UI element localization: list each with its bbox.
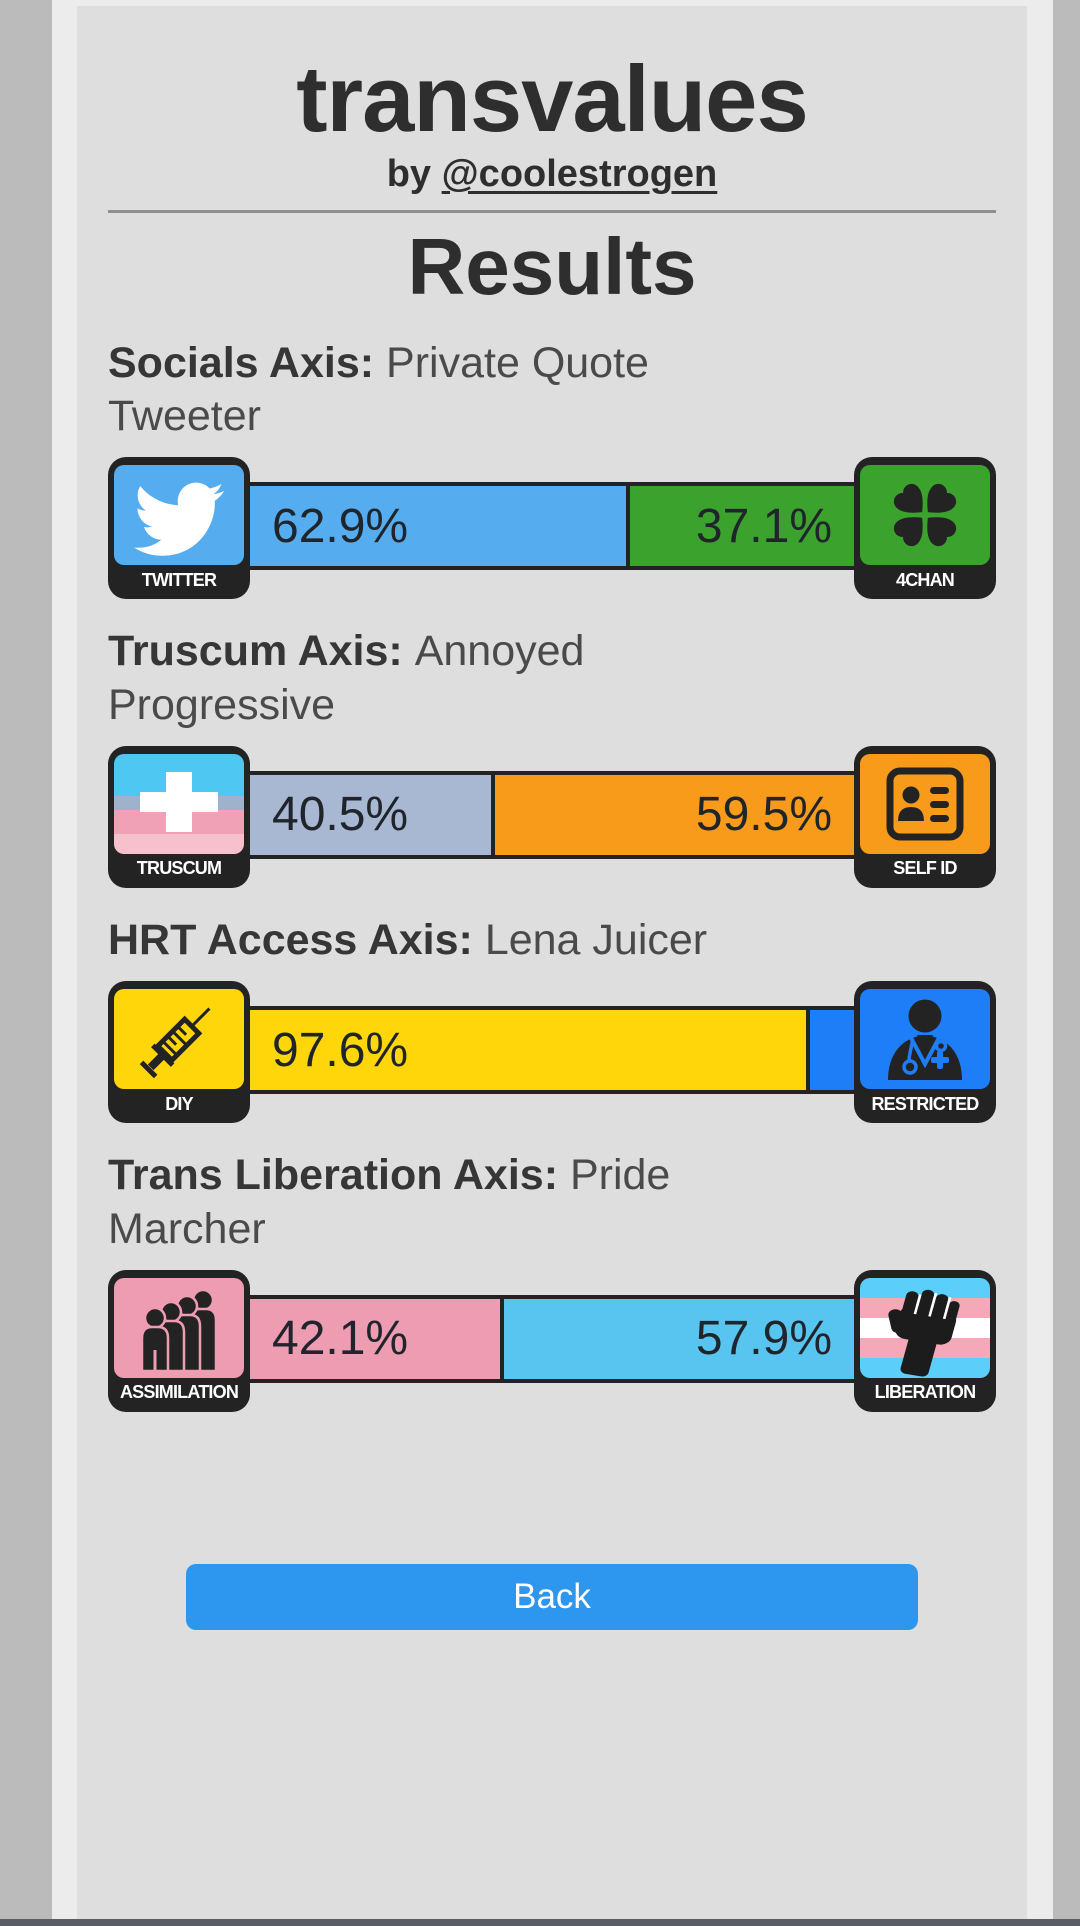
twitter-icon [114, 465, 244, 566]
axis-left-icon-box: DIY [108, 981, 250, 1124]
axis-section: Socials Axis: Private Quote Tweeter TWIT… [108, 337, 996, 602]
axis-left-icon-box: ASSIMILATION [108, 1269, 250, 1412]
axis-bar: 97.6% [246, 1006, 858, 1095]
axis-right-percent: 59.5% [695, 788, 832, 842]
axis-right-percent: 37.1% [695, 499, 832, 553]
4chan-clover-icon [860, 465, 990, 566]
axis-left-icon-box: TWITTER [108, 457, 250, 600]
axis-right-segment: 59.5% [495, 775, 854, 855]
crowd-icon [114, 1277, 244, 1378]
byline: by @coolestrogen [108, 153, 996, 196]
axis-bar-row: TWITTER 62.9% 37.1% 4CHAN [108, 457, 996, 601]
truscum-flag-cross-icon [114, 753, 244, 854]
app-title: transvalues [296, 46, 809, 151]
axis-result-label: Private Quote Tweeter [108, 338, 649, 440]
content-card: transvalues by @coolestrogen Results Soc… [77, 6, 1027, 1926]
axis-left-icon-label: TRUSCUM [136, 858, 222, 879]
axis-heading: Socials Axis: Private Quote Tweeter [108, 337, 768, 444]
author-link[interactable]: @coolestrogen [441, 152, 718, 195]
axis-left-percent: 42.1% [272, 1312, 409, 1366]
syringe-icon [114, 989, 244, 1090]
axis-left-segment: 40.5% [250, 774, 495, 855]
axis-right-percent: 57.9% [695, 1312, 832, 1366]
bottom-bar [0, 1919, 1080, 1926]
axis-bar: 62.9% 37.1% [246, 482, 858, 571]
axis-left-icon-label: ASSIMILATION [119, 1382, 239, 1403]
axis-bar: 42.1% 57.9% [246, 1294, 858, 1383]
axis-left-icon-label: TWITTER [141, 569, 217, 590]
axis-bar-row: TRUSCUM 40.5% 59.5% SELF ID [108, 745, 996, 890]
axis-left-icon-label: DIY [165, 1093, 193, 1114]
axis-left-segment: 62.9% [250, 486, 630, 567]
results-heading: Results [407, 221, 697, 311]
axis-section: Trans Liberation Axis: Pride Marcher ASS… [108, 1149, 996, 1414]
axis-result-label: Pride Marcher [108, 1151, 671, 1253]
axis-heading: Truscum Axis: Annoyed Progressive [108, 625, 768, 732]
axis-result-label: Annoyed Progressive [108, 627, 585, 729]
axis-name: Trans Liberation Axis: [108, 1151, 559, 1200]
axis-name: Socials Axis: [108, 338, 375, 387]
axis-section: HRT Access Axis: Lena Juicer DIY 97.6% R… [108, 914, 996, 1125]
divider-rule [108, 209, 996, 213]
axis-bar-row: DIY 97.6% RESTRICTED [108, 981, 996, 1125]
axis-right-icon-box: LIBERATION [854, 1269, 996, 1412]
axis-right-segment: 37.1% [630, 486, 854, 566]
axis-heading: Trans Liberation Axis: Pride Marcher [108, 1149, 768, 1256]
axis-right-icon-label: SELF ID [893, 858, 957, 879]
axis-right-icon-label: 4CHAN [895, 569, 955, 590]
axes-list: Socials Axis: Private Quote Tweeter TWIT… [108, 337, 996, 1414]
axis-name: Truscum Axis: [108, 627, 403, 676]
axis-right-icon-box: SELF ID [854, 745, 996, 888]
trans-flag-fist-icon [860, 1277, 990, 1378]
id-card-icon [860, 753, 990, 854]
axis-left-icon-box: TRUSCUM [108, 745, 250, 888]
axis-right-icon-label: RESTRICTED [871, 1093, 979, 1114]
axis-left-segment: 42.1% [250, 1298, 505, 1379]
axis-right-icon-label: LIBERATION [874, 1382, 976, 1403]
page-column: transvalues by @coolestrogen Results Soc… [52, 0, 1053, 1926]
axis-bar-row: ASSIMILATION 42.1% 57.9% LIBERATION [108, 1269, 996, 1414]
axis-right-icon-box: 4CHAN [854, 457, 996, 600]
axis-right-segment [810, 1010, 854, 1090]
axis-section: Truscum Axis: Annoyed Progressive TRUSCU… [108, 625, 996, 890]
back-button[interactable]: Back [186, 1563, 918, 1630]
axis-left-percent: 62.9% [272, 499, 409, 553]
axis-name: HRT Access Axis: [108, 915, 473, 964]
axis-heading: HRT Access Axis: Lena Juicer [108, 914, 768, 967]
axis-bar: 40.5% 59.5% [246, 770, 858, 859]
axis-left-segment: 97.6% [250, 1010, 810, 1091]
axis-right-icon-box: RESTRICTED [854, 981, 996, 1124]
axis-left-percent: 40.5% [272, 788, 409, 842]
axis-left-percent: 97.6% [272, 1023, 409, 1077]
doctor-icon [860, 989, 990, 1090]
byline-prefix: by [386, 152, 442, 195]
axis-result-label: Lena Juicer [484, 915, 708, 964]
axis-right-segment: 57.9% [504, 1299, 854, 1379]
